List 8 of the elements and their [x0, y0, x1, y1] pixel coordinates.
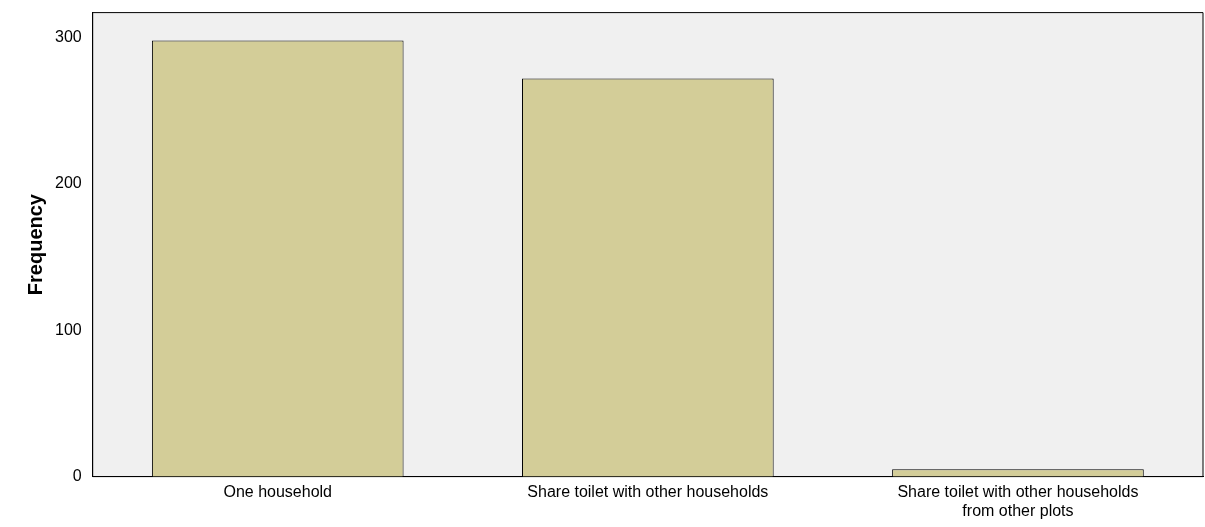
x-tick-label: Share toilet with other households from other plots [897, 482, 1139, 519]
x-tick-label: One household [223, 482, 333, 500]
y-tick-label: 300 [54, 27, 82, 45]
y-tick-label: 200 [54, 174, 82, 192]
y-axis-title: Frequency [23, 193, 46, 296]
x-tick-label: Share toilet with other households [527, 482, 769, 500]
y-tick-label: 100 [54, 320, 82, 338]
y-tick-label: 0 [72, 467, 82, 485]
